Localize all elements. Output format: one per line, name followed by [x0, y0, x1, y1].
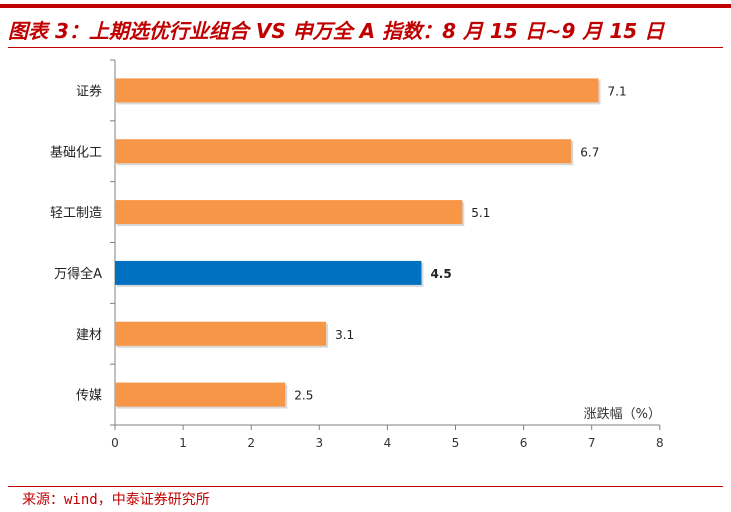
x-tick-label: 5: [452, 436, 460, 450]
bar: [115, 382, 286, 407]
x-tick-label: 8: [656, 436, 664, 450]
x-axis-label: 涨跌幅（%）: [584, 406, 661, 422]
category-label: 基础化工: [50, 145, 102, 160]
bar-chart-svg: 0 1 2 3 4 5 6 7 8 涨跌幅（%） 证券 7.1 基础化工 6.7 轻工制造 5.1 万得全A 4.…: [50, 59, 664, 450]
chart-title: 图表 3：上期选优行业组合 VS 申万全 A 指数：8 月 15 日~9 月 1…: [8, 19, 665, 43]
x-tick-label: 2: [247, 436, 255, 450]
value-label: 6.7: [580, 145, 599, 159]
bar-highlight: [115, 260, 422, 285]
x-tick-label: 0: [111, 436, 119, 450]
footer-rule: [8, 486, 723, 487]
category-label: 传媒: [76, 389, 102, 404]
x-tick-label: 1: [179, 436, 187, 450]
bar: [115, 78, 599, 103]
x-tick-label: 4: [384, 436, 392, 450]
category-label: 万得全A: [54, 266, 102, 282]
value-label: 5.1: [471, 206, 490, 220]
value-label: 7.1: [608, 84, 627, 98]
value-label: 4.5: [430, 267, 451, 281]
category-label: 轻工制造: [50, 206, 102, 221]
bar: [115, 321, 327, 346]
top-accent-bar: [0, 4, 731, 8]
category-label: 建材: [76, 328, 102, 343]
source-note: 来源：wind，中泰证券研究所: [22, 492, 210, 508]
x-tick-label: 3: [315, 436, 323, 450]
value-label: 2.5: [294, 389, 313, 403]
category-label: 证券: [76, 83, 102, 99]
value-label: 3.1: [335, 328, 354, 342]
x-tick-label: 6: [520, 436, 528, 450]
bar: [115, 139, 572, 164]
title-underline: [8, 47, 723, 48]
bar-chart: 0 1 2 3 4 5 6 7 8 涨跌幅（%） 证券 7.1 基础化工 6.7 轻工制造 5.1 万得全A 4.…: [0, 50, 731, 484]
x-tick-label: 7: [588, 436, 596, 450]
bar: [115, 200, 463, 225]
